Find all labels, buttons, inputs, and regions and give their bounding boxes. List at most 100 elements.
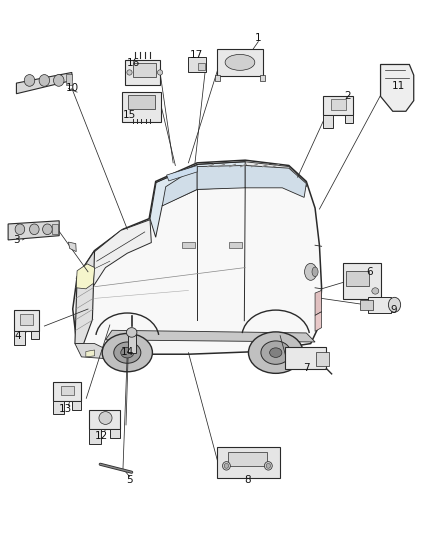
Ellipse shape: [261, 341, 290, 365]
Polygon shape: [110, 429, 120, 438]
Text: 6: 6: [366, 267, 373, 277]
Bar: [66, 74, 72, 85]
Ellipse shape: [121, 352, 124, 354]
Ellipse shape: [42, 224, 52, 235]
Ellipse shape: [225, 54, 255, 70]
Ellipse shape: [223, 462, 230, 470]
Bar: [52, 224, 58, 233]
Text: 12: 12: [95, 431, 108, 441]
Ellipse shape: [389, 297, 401, 312]
Ellipse shape: [270, 348, 282, 358]
Polygon shape: [323, 115, 332, 128]
Polygon shape: [197, 165, 245, 189]
Polygon shape: [162, 166, 197, 206]
Bar: [316, 352, 329, 367]
Text: 7: 7: [303, 362, 310, 373]
Ellipse shape: [102, 334, 152, 372]
Text: 3: 3: [13, 235, 19, 245]
Ellipse shape: [304, 263, 317, 280]
Polygon shape: [8, 221, 59, 240]
Ellipse shape: [121, 348, 134, 358]
Text: 10: 10: [66, 83, 79, 93]
Polygon shape: [73, 160, 321, 354]
Polygon shape: [53, 401, 64, 414]
Text: 11: 11: [392, 81, 406, 91]
Polygon shape: [75, 251, 95, 344]
Bar: [331, 99, 346, 110]
Text: 9: 9: [390, 305, 397, 315]
Text: 13: 13: [59, 404, 72, 414]
Bar: [61, 385, 74, 395]
Polygon shape: [86, 350, 95, 357]
Polygon shape: [31, 332, 39, 340]
Polygon shape: [14, 332, 25, 345]
Ellipse shape: [99, 411, 112, 424]
Text: 5: 5: [126, 475, 133, 485]
Polygon shape: [16, 72, 72, 94]
Ellipse shape: [157, 70, 162, 75]
Polygon shape: [89, 410, 120, 429]
Polygon shape: [345, 115, 353, 123]
Ellipse shape: [224, 464, 229, 469]
Polygon shape: [106, 330, 315, 342]
Bar: [285, 348, 326, 368]
Polygon shape: [72, 401, 81, 410]
Ellipse shape: [39, 75, 49, 86]
Polygon shape: [217, 49, 263, 76]
Bar: [368, 297, 391, 313]
Text: 1: 1: [255, 33, 261, 43]
Text: 16: 16: [127, 59, 141, 68]
Ellipse shape: [312, 267, 318, 277]
Bar: [343, 263, 381, 300]
Bar: [230, 242, 242, 248]
Bar: [134, 63, 156, 77]
Ellipse shape: [266, 464, 271, 469]
Polygon shape: [245, 165, 306, 197]
Bar: [128, 332, 136, 353]
Bar: [128, 95, 155, 109]
Polygon shape: [89, 429, 101, 443]
Polygon shape: [75, 344, 123, 360]
Bar: [188, 56, 206, 72]
Ellipse shape: [15, 224, 25, 235]
Ellipse shape: [131, 352, 134, 354]
Polygon shape: [215, 75, 220, 82]
Polygon shape: [323, 96, 353, 115]
Polygon shape: [53, 382, 81, 401]
Ellipse shape: [127, 70, 132, 75]
Polygon shape: [77, 220, 151, 309]
Text: 15: 15: [123, 110, 136, 120]
Polygon shape: [68, 242, 76, 252]
Ellipse shape: [114, 342, 141, 364]
Text: 4: 4: [14, 330, 21, 341]
Text: 2: 2: [345, 91, 351, 101]
Ellipse shape: [129, 349, 132, 351]
Bar: [122, 92, 161, 123]
Bar: [125, 60, 160, 85]
Bar: [228, 451, 267, 466]
Bar: [182, 242, 195, 248]
Polygon shape: [315, 290, 321, 316]
Text: 8: 8: [244, 475, 251, 485]
Polygon shape: [217, 447, 280, 478]
Ellipse shape: [126, 348, 129, 350]
Polygon shape: [315, 312, 321, 332]
Polygon shape: [166, 165, 197, 181]
Bar: [360, 300, 373, 310]
Bar: [346, 271, 369, 286]
Ellipse shape: [24, 75, 35, 86]
Ellipse shape: [29, 224, 39, 235]
Ellipse shape: [122, 348, 133, 358]
Polygon shape: [150, 162, 245, 237]
Polygon shape: [76, 264, 95, 289]
Polygon shape: [260, 75, 265, 82]
Ellipse shape: [123, 349, 125, 351]
Text: 14: 14: [121, 346, 134, 357]
Ellipse shape: [248, 332, 303, 373]
Ellipse shape: [265, 462, 272, 470]
Polygon shape: [381, 64, 414, 111]
Bar: [198, 63, 205, 70]
Polygon shape: [197, 162, 306, 187]
Bar: [20, 314, 33, 325]
Ellipse shape: [372, 288, 379, 294]
